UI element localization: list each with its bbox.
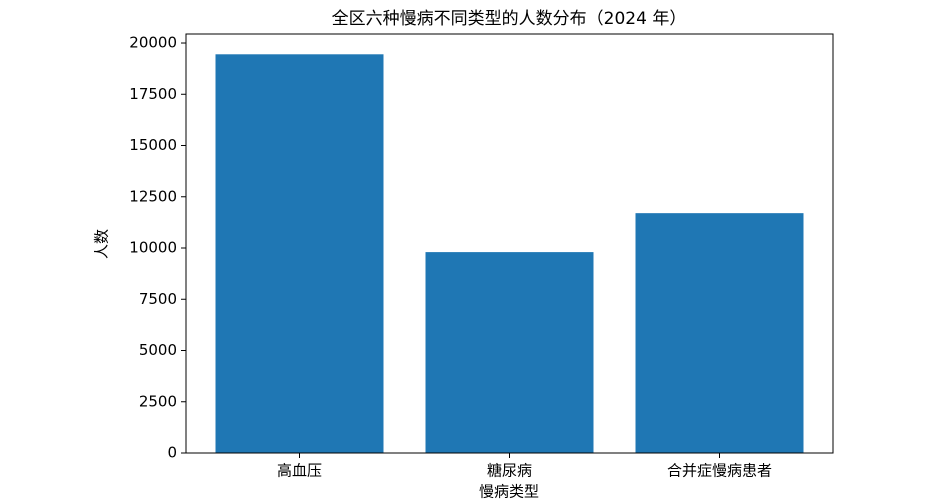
y-tick-label: 0 xyxy=(167,444,177,462)
y-axis-label: 人数 xyxy=(93,229,111,259)
bar xyxy=(635,213,804,453)
y-tick-label: 7500 xyxy=(139,290,177,308)
y-tick-label: 12500 xyxy=(129,187,177,205)
x-tick-label: 高血压 xyxy=(277,462,322,480)
y-tick-label: 20000 xyxy=(129,34,177,52)
bar xyxy=(425,252,594,453)
plot-frame xyxy=(185,33,834,454)
x-tick-label: 合并症慢病患者 xyxy=(667,462,772,480)
y-tick-label: 17500 xyxy=(129,85,177,103)
x-tick-label: 糖尿病 xyxy=(487,462,532,480)
x-axis-label: 慢病类型 xyxy=(479,483,539,501)
bar xyxy=(215,54,384,453)
y-tick-label: 5000 xyxy=(139,341,177,359)
y-tick-label: 10000 xyxy=(129,239,177,257)
chart-title: 全区六种慢病不同类型的人数分布（2024 年） xyxy=(332,8,687,29)
y-tick-label: 2500 xyxy=(139,392,177,410)
y-tick-label: 15000 xyxy=(129,136,177,154)
